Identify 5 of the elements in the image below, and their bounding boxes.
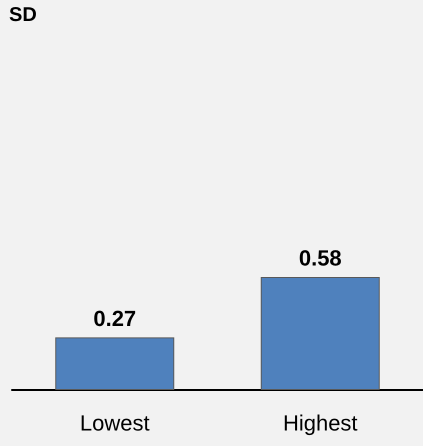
data-label: 0.27 (93, 306, 136, 331)
x-tick-label: Highest (282, 410, 358, 436)
chart-title: SD (9, 4, 37, 26)
data-label: 0.58 (298, 246, 342, 270)
x-tick-label: Lowest (80, 410, 150, 436)
